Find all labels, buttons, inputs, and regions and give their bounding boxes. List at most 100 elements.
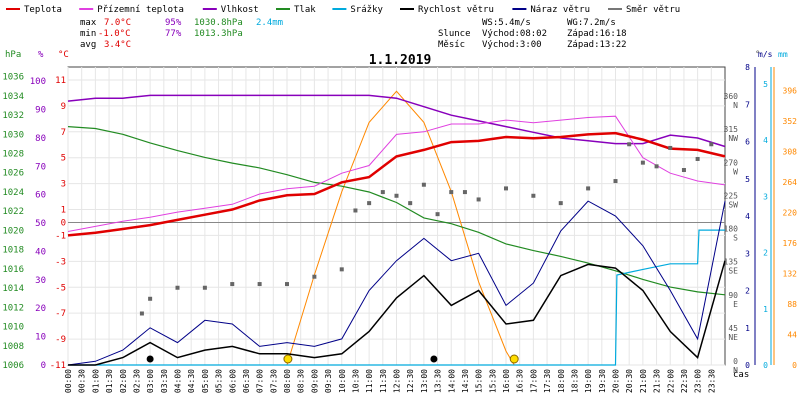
dir-point-21 (558, 201, 563, 206)
solar-tick-label-1: 352 (783, 117, 798, 126)
moon-label: Měsíc (438, 40, 465, 50)
solar-tick-label-6: 132 (783, 270, 798, 279)
legend-label-5: Rychlost větru (418, 5, 494, 15)
x-tick-label-21: 10:30 (351, 369, 360, 393)
solar-tick-label-8: 44 (787, 331, 797, 340)
press-tick-label-14: 1008 (2, 342, 24, 352)
dir-tick-label-1: 315 (724, 125, 739, 134)
dir-point-11 (380, 190, 385, 195)
x-tick-label-11: 05:30 (215, 369, 224, 393)
dir-compass-label-4: S (733, 234, 738, 243)
temp-tick-label-2: 7 (61, 128, 66, 138)
legend-label-3: Tlak (294, 5, 316, 15)
series-gust (67, 200, 726, 366)
press-tick-label-9: 1018 (2, 246, 24, 256)
x-tick-label-30: 15:00 (475, 369, 484, 393)
x-tick-label-3: 01:30 (105, 369, 114, 393)
wind-tick-label-1: 7 (745, 100, 750, 109)
astro-block: WS:5.4m/s WG:7.2m/s Slunce Východ:08:02 … (438, 18, 627, 50)
stats-block: max 7.0°C 95% 1030.8hPa 2.4mm min -1.0°C… (80, 18, 283, 50)
press-tick-label-10: 1016 (2, 265, 24, 275)
x-tick-label-46: 23:00 (694, 369, 703, 393)
stat-avg-label: avg (80, 40, 96, 50)
x-tick-label-5: 02:30 (132, 369, 141, 393)
hum-tick-label-9: 10 (35, 333, 46, 343)
dir-point-30 (709, 142, 714, 147)
x-tick-label-16: 08:00 (283, 369, 292, 393)
dir-point-4 (230, 282, 235, 287)
wg-text: WG:7.2m/s (567, 18, 616, 28)
legend-label-7: Směr větru (626, 5, 680, 15)
press-tick-label-6: 1024 (2, 188, 24, 198)
stat-max-temp: 7.0°C (104, 18, 131, 28)
x-tick-label-9: 04:30 (187, 369, 196, 393)
x-tick-label-23: 11:30 (379, 369, 388, 393)
temp-tick-label-1: 9 (61, 102, 66, 112)
wind-tick-label-6: 2 (745, 287, 750, 296)
temp-tick-label-4: 3 (61, 180, 66, 190)
series-temperature (67, 131, 726, 237)
temp-tick-label-5: 1 (61, 206, 66, 216)
dir-point-25 (640, 160, 645, 165)
dir-point-0 (139, 311, 144, 316)
hum-tick-label-2: 80 (35, 134, 46, 144)
x-tick-label-25: 12:30 (406, 369, 415, 393)
dir-compass-label-5: SE (728, 267, 738, 276)
dir-point-12 (394, 193, 399, 198)
hum-tick-label-4: 60 (35, 191, 46, 201)
sun-set: Západ:16:18 (567, 29, 627, 39)
x-tick-label-4: 02:00 (119, 369, 128, 393)
temp-tick-label-6: 0 (61, 218, 66, 228)
x-tick-label-26: 13:00 (420, 369, 429, 393)
stat-max-rain: 2.4mm (256, 18, 283, 28)
temp-tick-label-0: 11 (55, 76, 66, 86)
temp-tick-label-12: -11 (50, 361, 66, 371)
wind-tick-label-8: 0 (745, 361, 750, 370)
press-tick-label-2: 1032 (2, 111, 24, 121)
dir-point-18 (476, 197, 481, 202)
x-tick-label-1: 00:30 (78, 369, 87, 393)
dir-compass-label-2: W (733, 167, 738, 176)
dir-point-2 (175, 285, 180, 290)
press-tick-label-5: 1026 (2, 169, 24, 179)
x-tick-label-0: 00:00 (64, 369, 73, 393)
x-tick-label-24: 12:00 (393, 369, 402, 393)
dir-tick-label-4: 180 (724, 225, 739, 234)
wind-tick-label-4: 4 (745, 212, 750, 221)
wind-tick-label-5: 3 (745, 249, 750, 258)
solar-tick-label-4: 220 (783, 209, 798, 218)
stat-min-temp: -1.0°C (98, 29, 131, 39)
dir-point-14 (421, 182, 426, 187)
wind-tick-label-3: 5 (745, 175, 750, 184)
dir-point-28 (681, 168, 686, 173)
x-tick-label-8: 04:00 (174, 369, 183, 393)
moon-set: Západ:13:22 (567, 40, 627, 50)
series-solar-line (286, 90, 515, 366)
x-tick-label-38: 19:00 (584, 369, 593, 393)
ws-text: WS:5.4m/s (482, 18, 531, 28)
x-tick-label-41: 20:30 (625, 369, 634, 393)
x-tick-label-31: 15:30 (488, 369, 497, 393)
x-tick-label-44: 22:00 (666, 369, 675, 393)
hum-tick-label-5: 50 (35, 219, 46, 229)
hum-tick-label-3: 70 (35, 162, 46, 172)
x-tick-label-2: 01:00 (91, 369, 100, 393)
dir-point-8 (339, 267, 344, 272)
press-tick-label-0: 1036 (2, 73, 24, 83)
hum-tick-label-10: 0 (41, 361, 46, 371)
chart-title: 1.1.2019 (369, 53, 432, 68)
unit-ms: m/s (758, 50, 773, 59)
x-tick-label-10: 05:00 (201, 369, 210, 393)
dir-point-3 (202, 285, 207, 290)
solar-tick-label-3: 264 (783, 178, 798, 187)
temp-tick-label-7: -1 (55, 231, 66, 241)
temp-tick-label-3: 5 (61, 154, 66, 164)
rain-tick-label-4: 1 (763, 305, 768, 314)
unit-deg: ° (755, 50, 760, 60)
dir-point-17 (462, 190, 467, 195)
dir-point-13 (408, 201, 413, 206)
x-tick-label-18: 09:00 (310, 369, 319, 393)
sunset-marker (509, 354, 519, 364)
wind-tick-label-2: 6 (745, 138, 750, 147)
solar-tick-label-5: 176 (783, 239, 798, 248)
